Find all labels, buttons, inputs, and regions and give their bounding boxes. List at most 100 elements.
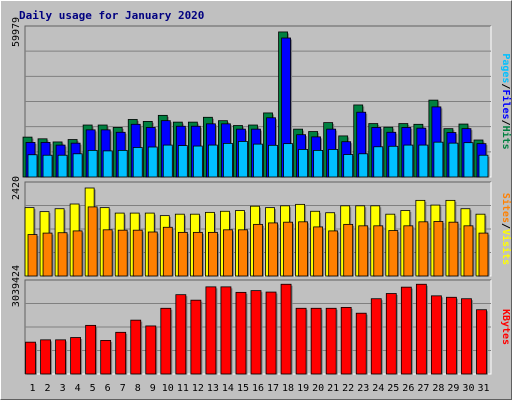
x-tick-label: 3 <box>60 383 66 394</box>
bar-pages <box>162 144 173 178</box>
bar-pages <box>463 142 474 178</box>
bar-pages <box>87 150 98 178</box>
legend-kbytes: KBytes <box>500 309 511 345</box>
bar-kbytes <box>250 290 262 375</box>
bar-pages <box>328 149 339 178</box>
bar-sites <box>388 230 399 277</box>
bar-kbytes <box>355 312 367 375</box>
bar-sites <box>57 232 68 277</box>
bar-kbytes <box>370 298 382 375</box>
x-tick-label: 5 <box>90 383 96 394</box>
bar-pages <box>27 154 38 178</box>
bar-pages <box>313 150 324 178</box>
bar-pages <box>72 153 83 178</box>
bar-sites <box>328 230 339 277</box>
x-tick-label: 24 <box>372 383 384 394</box>
legend-files: Files <box>500 89 512 119</box>
bar-sites <box>403 225 414 277</box>
bar-pages <box>433 141 444 178</box>
bar-pages <box>238 141 248 178</box>
y-tick-label: 2420 <box>11 176 22 200</box>
bar-sites <box>117 229 128 277</box>
x-tick-label: 26 <box>402 383 414 394</box>
legend-bottom: KBytes <box>500 309 511 345</box>
bar-kbytes <box>461 298 472 375</box>
legend-separator: / <box>500 83 511 89</box>
bar-kbytes <box>340 307 352 375</box>
x-tick-label: 11 <box>177 383 189 394</box>
x-tick-label: 31 <box>477 383 489 394</box>
bar-sites <box>102 229 113 277</box>
bar-kbytes <box>446 296 457 375</box>
legend-hits: Hits <box>500 126 512 150</box>
bar-kbytes <box>205 286 217 375</box>
bar-pages <box>268 144 278 178</box>
legend-visits: Visits <box>500 229 512 265</box>
bar-sites <box>313 226 324 277</box>
x-tick-label: 19 <box>297 383 309 394</box>
x-tick-label: 17 <box>267 383 279 394</box>
bar-kbytes <box>235 291 247 375</box>
panel-kbytes: 3039424 KBytes <box>11 265 511 375</box>
bar-kbytes <box>385 293 397 375</box>
legend-separator: / <box>500 120 511 126</box>
bar-sites <box>177 231 188 277</box>
x-tick-label: 14 <box>222 383 234 394</box>
bar-kbytes <box>100 340 112 375</box>
x-tick-label: 27 <box>417 383 429 394</box>
bar-kbytes <box>190 299 202 375</box>
plot-area-bottom-shade-dark <box>24 279 491 374</box>
bar-pages <box>478 154 489 178</box>
bar-kbytes <box>40 339 51 375</box>
bar-pages <box>208 144 218 178</box>
x-tick-label: 15 <box>237 383 249 394</box>
bar-sites <box>192 231 203 277</box>
bar-pages <box>283 143 293 178</box>
bar-sites <box>358 225 369 277</box>
bar-kbytes <box>25 341 36 375</box>
bar-kbytes <box>325 307 337 375</box>
bar-kbytes <box>115 331 127 375</box>
x-tick-label: 25 <box>387 383 399 394</box>
bar-sites <box>373 225 384 277</box>
bar-sites <box>463 225 474 277</box>
bar-kbytes <box>220 286 232 375</box>
day-labels: 1 2 3 4 5 6 7 8 9 10 11 12 13 14 15 16 17 18 19 20 21 22 23 24 2… <box>30 383 490 394</box>
bar-sites <box>418 221 429 277</box>
x-tick-label: 18 <box>282 383 294 394</box>
bar-sites <box>298 221 308 277</box>
bar-kbytes <box>175 294 187 375</box>
bar-sites <box>283 221 293 277</box>
bar-kbytes <box>295 307 307 375</box>
x-tick-label: 1 <box>30 383 36 394</box>
x-tick-label: 21 <box>327 383 339 394</box>
bar-pages <box>42 154 53 178</box>
legend-pages: Pages <box>500 53 511 83</box>
bar-sites <box>132 229 143 277</box>
bar-sites <box>87 206 98 277</box>
legend-sites: Sites <box>500 193 512 223</box>
x-tick-label: 2 <box>45 383 51 394</box>
bar-pages <box>418 144 429 178</box>
bar-pages <box>223 142 233 178</box>
x-tick-label: 13 <box>207 383 219 394</box>
x-tick-label: 29 <box>447 383 459 394</box>
bar-sites <box>253 223 263 277</box>
bar-sites <box>238 229 248 277</box>
bar-kbytes <box>160 307 172 375</box>
y-tick-label: 59979 <box>11 17 22 47</box>
bar-sites <box>27 234 38 277</box>
bar-sites <box>42 232 53 277</box>
bar-kbytes <box>430 295 442 375</box>
bar-sites <box>268 222 278 277</box>
bar-pages <box>117 150 128 178</box>
bar-kbytes <box>400 286 412 375</box>
x-tick-label: 4 <box>75 383 81 394</box>
bar-sites <box>448 221 459 277</box>
bar-kbytes <box>310 307 322 375</box>
bar-pages <box>192 145 203 178</box>
bar-sites <box>208 231 218 277</box>
panel-visits-sites: 2420 Sites/Visits <box>11 176 512 277</box>
bar-kbytes <box>130 319 142 375</box>
legend-separator: / <box>500 223 511 229</box>
